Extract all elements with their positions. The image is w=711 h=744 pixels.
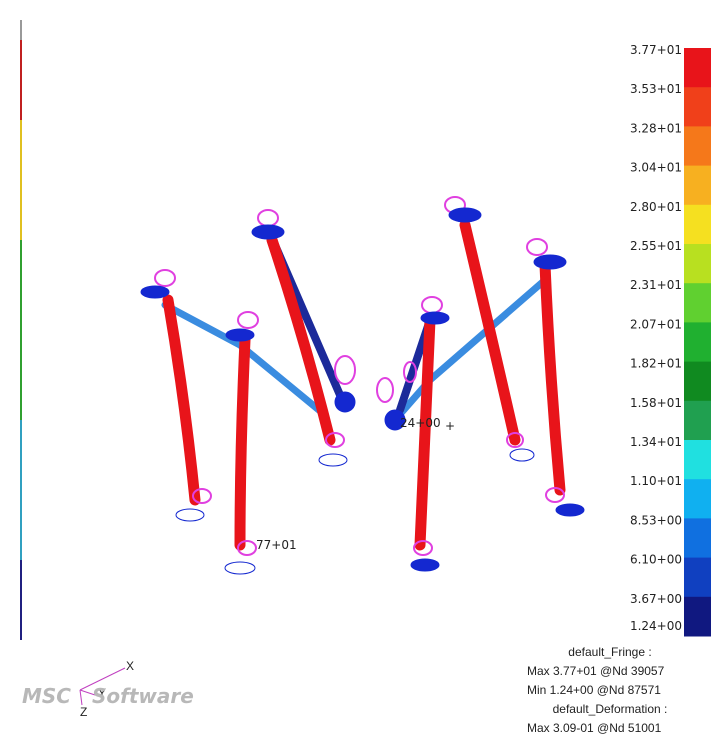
legend-band <box>684 518 711 558</box>
legend-band <box>684 244 711 284</box>
legend-label: 6.10+00 <box>630 553 682 567</box>
triad-label: X <box>126 659 134 673</box>
viewport: 24+00 + 77+01 X Y Z MSC Software 3.77+01… <box>0 0 711 744</box>
legend: 3.77+01 3.53+01 3.28+01 3.04+01 2.80+01 2.55+… <box>630 43 711 637</box>
legend-band <box>684 558 711 598</box>
leg <box>545 265 560 490</box>
triad-label: Z <box>80 705 87 719</box>
legend-band <box>684 362 711 402</box>
legend-label: 8.53+00 <box>630 513 682 527</box>
leg <box>272 240 330 440</box>
legend-label: 1.10+01 <box>630 474 682 488</box>
feet <box>141 208 584 574</box>
legend-label: 3.04+01 <box>630 161 682 175</box>
info-line: default_Fringe : <box>568 645 651 659</box>
legend-label: 3.67+00 <box>630 592 682 606</box>
legend-label: 2.31+01 <box>630 278 682 292</box>
annotation: 77+01 <box>256 538 297 552</box>
legend-band <box>684 440 711 480</box>
info-line: default_Deformation : <box>553 702 668 716</box>
legend-label: 1.82+01 <box>630 357 682 371</box>
legend-label: 3.77+01 <box>630 43 682 57</box>
legend-band <box>684 322 711 362</box>
leg <box>465 225 515 440</box>
marker: + <box>445 419 455 433</box>
legend-label: 3.28+01 <box>630 121 682 135</box>
legend-label: 1.24+00 <box>630 619 682 633</box>
legend-label: 2.80+01 <box>630 200 682 214</box>
legend-band <box>684 401 711 441</box>
legend-band <box>684 205 711 245</box>
logo-text: Software <box>92 684 194 708</box>
legend-band <box>684 597 711 637</box>
legend-band <box>684 126 711 166</box>
legend-band <box>684 166 711 206</box>
info-line: Min 1.24+00 @Nd 87571 <box>527 683 661 697</box>
legend-label: 3.53+01 <box>630 82 682 96</box>
legend-label: 2.07+01 <box>630 317 682 331</box>
legend-label: 1.58+01 <box>630 396 682 410</box>
logo-text: MSC <box>22 684 71 708</box>
info-line: Max 3.77+01 @Nd 39057 <box>527 664 665 678</box>
legend-label: 2.55+01 <box>630 239 682 253</box>
leg <box>168 300 195 500</box>
legend-band <box>684 48 711 88</box>
legend-label: 1.34+01 <box>630 435 682 449</box>
legend-band <box>684 87 711 127</box>
leg <box>240 340 245 545</box>
info-line: Max 3.09-01 @Nd 51001 <box>527 721 662 735</box>
model <box>141 197 584 574</box>
legend-band <box>684 283 711 323</box>
info-block: default_Fringe : Max 3.77+01 @Nd 39057 Min… <box>527 645 667 735</box>
annotation: 24+00 <box>400 416 441 430</box>
legend-band <box>684 479 711 519</box>
